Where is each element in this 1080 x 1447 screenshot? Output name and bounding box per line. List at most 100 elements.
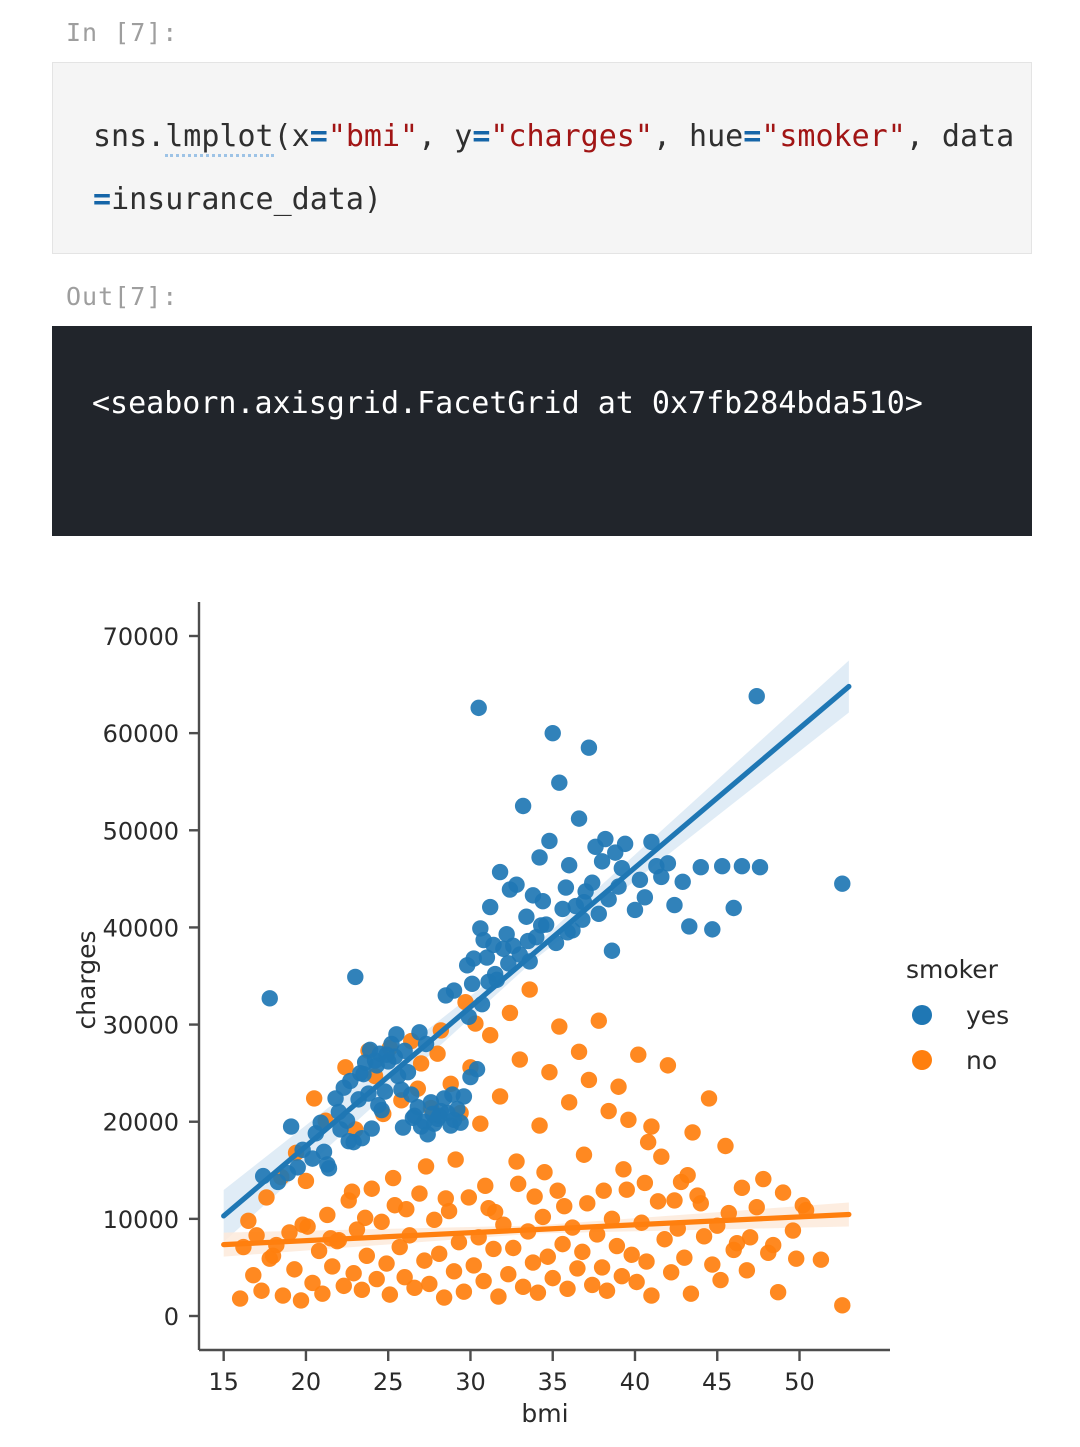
scatter-point: [575, 1146, 593, 1163]
scatter-point: [616, 835, 634, 853]
scatter-point: [656, 1231, 673, 1248]
scatter-point: [514, 797, 532, 815]
scatter-point: [312, 1114, 329, 1131]
scatter-point: [551, 1018, 568, 1035]
scatter-point: [505, 1239, 522, 1257]
scatter-point: [623, 1246, 640, 1263]
scatter-point: [684, 1124, 701, 1141]
scatter-point: [348, 1221, 366, 1238]
scatter-point: [373, 1213, 390, 1230]
scatter-point: [424, 1105, 441, 1123]
scatter-point: [554, 900, 571, 918]
scatter-point: [643, 1287, 660, 1304]
scatter-point: [580, 1071, 598, 1089]
scatter-point: [784, 1222, 802, 1239]
scatter-point: [482, 1027, 499, 1044]
legend-marker-no[interactable]: [912, 1050, 932, 1070]
scatter-point: [465, 950, 482, 967]
scatter-point: [509, 1175, 527, 1193]
x-tick-label: 40: [620, 1368, 651, 1396]
scatter-point: [508, 1153, 525, 1170]
scatter-point: [653, 868, 670, 886]
scatter-point: [643, 833, 660, 851]
scatter-point: [412, 1055, 430, 1072]
scatter-point: [613, 1267, 631, 1285]
legend: smoker yes no: [906, 955, 1009, 1075]
scatter-point: [264, 1247, 282, 1264]
scatter-point: [560, 857, 578, 874]
legend-label-no[interactable]: no: [966, 1046, 997, 1075]
code-input-cell[interactable]: sns.lmplot(x="bmi", y="charges", hue="sm…: [52, 62, 1032, 254]
legend-entries[interactable]: yes no: [912, 1001, 1009, 1075]
x-tick-label: 15: [208, 1368, 239, 1396]
scatter-point: [649, 1193, 667, 1210]
scatter-point: [358, 1247, 376, 1264]
scatter-point: [340, 1132, 357, 1150]
scatter-point: [584, 874, 601, 891]
scatter-point: [240, 1212, 257, 1229]
scatter-point: [356, 1209, 374, 1227]
scatter-point: [733, 858, 751, 875]
scatter-point: [593, 1259, 611, 1276]
x-tick-label: 45: [702, 1368, 733, 1396]
scatter-point: [524, 1254, 542, 1271]
scatter-point: [368, 1270, 385, 1288]
scatter-point: [335, 1277, 352, 1295]
scatter-point: [834, 1297, 851, 1314]
scatter-point: [511, 1051, 529, 1068]
code-source[interactable]: sns.lmplot(x="bmi", y="charges", hue="sm…: [53, 63, 1031, 231]
scatter-point: [717, 1137, 734, 1155]
y-tick-label: 10000: [103, 1206, 179, 1234]
scatter-point: [450, 1233, 468, 1251]
scatter-point: [231, 1290, 249, 1307]
scatter-point: [529, 1284, 547, 1301]
scatter-point: [639, 1133, 657, 1151]
y-tick-label: 0: [164, 1303, 179, 1331]
scatter-point: [437, 1190, 454, 1207]
scatter-point: [676, 1249, 693, 1266]
code-token-comma-y: , y: [418, 119, 473, 154]
scatter-point: [704, 921, 721, 938]
scatter-point: [465, 1257, 482, 1274]
scatter-point: [394, 1119, 412, 1136]
scatter-point: [681, 918, 698, 935]
scatter-point: [376, 1083, 394, 1100]
scatter-point: [437, 987, 454, 1004]
scatter-point: [396, 1042, 413, 1059]
scatter-point: [431, 1245, 448, 1263]
scatter-point: [388, 1026, 405, 1043]
scatter-point: [544, 1269, 561, 1287]
scatter-point: [514, 1278, 532, 1296]
x-tick-label: 20: [291, 1368, 322, 1396]
scatter-point: [659, 1057, 677, 1074]
scatter-point: [482, 898, 499, 916]
scatter-point: [319, 1156, 336, 1173]
scatter-point: [245, 1267, 262, 1284]
scatter-point: [725, 899, 742, 917]
scatter-point: [396, 1268, 413, 1286]
scatter-point: [435, 1289, 453, 1306]
scatter-point: [475, 1272, 492, 1290]
code-token-eq1: =: [309, 119, 328, 154]
scatter-point: [755, 1170, 772, 1188]
scatter-point: [440, 1202, 458, 1220]
scatter-point: [551, 774, 568, 791]
legend-label-yes[interactable]: yes: [966, 1001, 1009, 1030]
code-token-eq2: =: [472, 119, 491, 154]
scatter-point: [626, 901, 644, 919]
scatter-point: [584, 1276, 601, 1294]
legend-marker-yes[interactable]: [912, 1005, 932, 1025]
scatter-point: [274, 1287, 292, 1304]
scatter-point: [549, 1182, 566, 1199]
scatter-point: [659, 855, 677, 872]
scatter-point: [579, 1195, 596, 1212]
scatter-point: [518, 908, 535, 925]
scatter-point: [603, 942, 621, 959]
scatter-point: [666, 896, 683, 914]
scatter-point: [324, 1258, 341, 1275]
scatter-point: [305, 1090, 323, 1107]
scatter-point: [557, 879, 575, 896]
scatter-point: [491, 1088, 509, 1105]
scatter-point: [662, 1264, 680, 1281]
scatter-point: [774, 1184, 792, 1201]
